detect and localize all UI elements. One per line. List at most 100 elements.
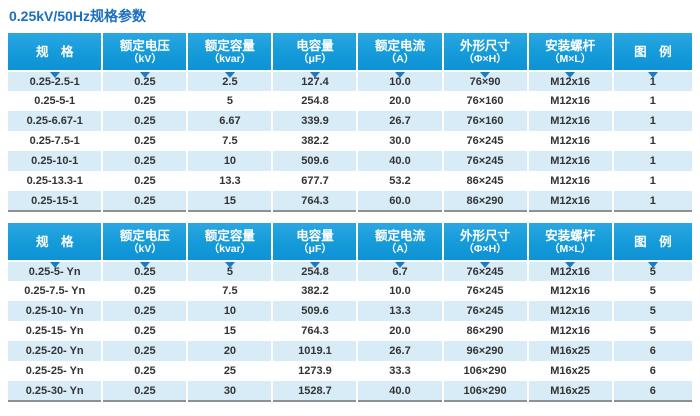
column-unit: （M×L） [548, 52, 592, 65]
column-unit: （Φ×H） [463, 242, 507, 255]
column-title: 规 格 [35, 44, 74, 59]
table-cell: 20.0 [356, 321, 443, 341]
table-cell: 5 [611, 281, 692, 301]
table-cell: 15 [186, 191, 273, 211]
column-title: 电容量 [296, 228, 334, 243]
table-cell: 5 [611, 321, 692, 341]
table-cell: 6.7 [356, 261, 443, 281]
table-cell: 0.25 [101, 191, 188, 211]
table-cell: 30 [186, 381, 273, 401]
spec-table-2: 规 格额定电压 （kV） 额定容量 （kvar） 电容量 （μF） 额定电流 （A） 外形尺寸（… [8, 223, 692, 402]
spec-table-1: 规 格额定电压 （kV） 额定容量 （kvar） 电容量 （μF） 额定电流 （A） 外形尺寸（… [8, 33, 692, 212]
column-header: 安装螺杆 （M×L） [526, 223, 613, 262]
column-header: 规 格 [8, 33, 103, 72]
table-cell: 10.0 [356, 281, 443, 301]
table-cell: 1273.9 [271, 361, 358, 381]
column-unit: （A） [385, 242, 415, 255]
table-cell: 53.2 [356, 171, 443, 191]
table-cell: 7.5 [186, 281, 273, 301]
column-header: 图 例 [611, 33, 692, 72]
table-cell: 76×245 [441, 301, 528, 321]
table-cell: 0.25-10- Yn [25, 305, 84, 317]
table-cell: 106×290 [441, 361, 528, 381]
table-cell: 10 [186, 151, 273, 171]
table-cell: 254.8 [271, 261, 358, 281]
table-cell: 0.25 [101, 171, 188, 191]
table-cell: 86×290 [441, 191, 528, 211]
table-cell: 0.25-6.67-1 [26, 115, 83, 127]
table-cell: 0.25 [101, 111, 188, 131]
column-title: 安装螺杆 [545, 38, 596, 53]
column-unit: （A） [385, 52, 415, 65]
table-cell: 0.25 [101, 381, 188, 401]
table-cell: 677.7 [271, 171, 358, 191]
table-cell: 0.25 [101, 91, 188, 111]
table-cell: 0.25 [101, 361, 188, 381]
table-cell: 0.25 [101, 321, 188, 341]
table-row: 0.25-5-1 0.25 5 254.8 20.0 76×160 M12x16 1 [8, 91, 692, 111]
table-cell: 60.0 [356, 191, 443, 211]
table-cell: 0.25-30- Yn [25, 384, 84, 397]
table-cell: 1 [611, 151, 692, 171]
table-cell: M16x25 [526, 381, 613, 401]
table-cell: M12x16 [526, 191, 613, 211]
column-unit: （kV） [127, 242, 162, 255]
table-cell: 0.25-13.3-1 [26, 175, 83, 187]
table-cell: 10.0 [356, 71, 443, 91]
table-cell: 0.25 [101, 151, 188, 171]
table-cell: 0.25-15-1 [31, 194, 79, 207]
table-cell: 0.25 [101, 341, 188, 361]
table-row: 0.25-7.5-1 0.25 7.5 382.2 30.0 76×245 M12x16 1 [8, 131, 692, 151]
column-title: 电容量 [296, 38, 334, 53]
table-cell: 76×245 [441, 131, 528, 151]
table-cell: M12x16 [526, 281, 613, 301]
table-cell: 382.2 [271, 131, 358, 151]
table-row: 0.25-20- Yn 0.25 20 1019.1 26.7 96×290 M16x25 6 [8, 341, 692, 361]
table-cell: 10 [186, 301, 273, 321]
table-cell: 0.25 [101, 131, 188, 151]
column-title: 图 例 [634, 234, 672, 249]
table-row: 0.25-7.5- Yn 0.25 7.5 382.2 10.0 76×245 M12x16… [8, 281, 692, 301]
table-row: 0.25-25- Yn 0.25 25 1273.9 33.3 106×290 M16x25… [8, 361, 692, 381]
table-cell: 5 [186, 261, 273, 281]
column-header: 外形尺寸 （Φ×H） [441, 33, 528, 72]
table-cell: 7.5 [186, 131, 273, 151]
table-row: 0.25-5- Yn 0.25 5 254.8 6.7 76×245 M12x16 5 [8, 261, 692, 281]
column-unit: （kvar） [208, 242, 252, 255]
table-cell: 5 [611, 301, 692, 321]
table-cell: M12x16 [526, 321, 613, 341]
table-cell: 0.25 [101, 281, 188, 301]
column-title: 外形尺寸 [460, 38, 511, 53]
table-cell: M12x16 [526, 71, 613, 91]
column-unit: （M×L） [548, 242, 592, 255]
column-header: 额定容量 （kvar） [186, 33, 273, 72]
table-cell: 382.2 [271, 281, 358, 301]
table-cell: 106×290 [441, 381, 528, 401]
table-cell: 76×90 [441, 71, 528, 91]
table-cell: 5 [611, 261, 692, 281]
table-cell: 1 [611, 171, 692, 191]
table-row: 0.25-15-1 0.25 15 764.3 60.0 86×290 M12x16 1 [8, 191, 692, 211]
column-header: 规 格 [8, 223, 103, 262]
table-cell: M16x25 [526, 361, 613, 381]
table-cell: 0.25 [101, 301, 188, 321]
table-cell: 1 [611, 71, 692, 91]
table-cell: 2.5 [186, 71, 273, 91]
column-header: 额定电流 （A） [356, 33, 443, 72]
table-cell: 13.3 [186, 171, 273, 191]
table-cell: M12x16 [526, 261, 613, 281]
table-cell: 20 [186, 341, 273, 361]
table-cell: 1 [611, 191, 692, 211]
table-cell: M16x25 [526, 341, 613, 361]
column-header: 外形尺寸 （Φ×H） [441, 223, 528, 262]
column-title: 外形尺寸 [460, 228, 511, 243]
table-cell: 30.0 [356, 131, 443, 151]
table-cell: 0.25-7.5- Yn [24, 285, 86, 297]
table-cell: 6 [611, 341, 692, 361]
column-header: 额定电压 （kV） [101, 223, 188, 262]
column-header: 额定容量 （kvar） [186, 223, 273, 262]
table-cell: 127.4 [271, 71, 358, 91]
column-title: 额定电流 [374, 38, 425, 53]
table-cell: 1 [611, 91, 692, 111]
table-cell: M12x16 [526, 91, 613, 111]
